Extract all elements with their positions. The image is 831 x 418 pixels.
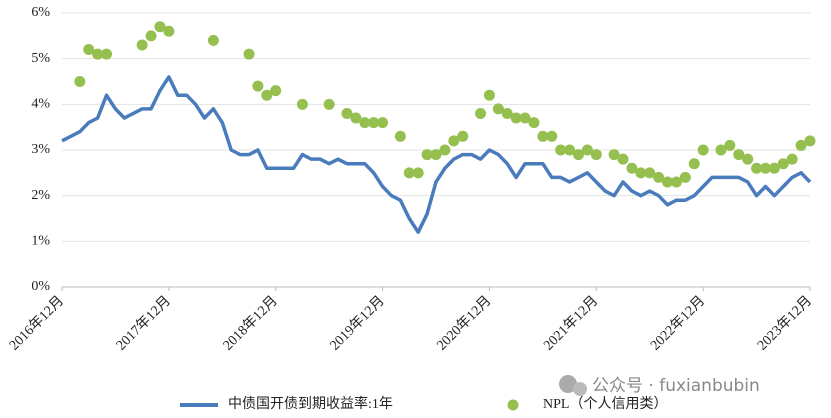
scatter-point xyxy=(653,171,665,183)
scatter-point xyxy=(715,144,727,156)
x-tick-label: 2016年12月 xyxy=(6,293,67,354)
scatter-point xyxy=(483,89,495,101)
y-tick-label: 6% xyxy=(31,5,50,20)
scatter-point xyxy=(439,144,451,156)
scatter-point xyxy=(163,25,175,37)
scatter-point xyxy=(403,167,415,179)
scatter-point xyxy=(751,162,763,174)
watermark: 公众号 · fuxianbubin xyxy=(592,376,760,396)
scatter-point xyxy=(341,107,353,119)
scatter-point xyxy=(377,117,389,129)
scatter-point xyxy=(448,135,460,147)
scatter-point xyxy=(501,107,513,119)
scatter-point xyxy=(270,85,282,97)
scatter-point xyxy=(572,149,584,161)
watermark-icon xyxy=(559,375,587,396)
scatter-point xyxy=(528,117,540,129)
scatter-point xyxy=(350,112,362,124)
scatter-point xyxy=(581,144,593,156)
scatter-point xyxy=(92,48,104,60)
scatter-point xyxy=(555,144,567,156)
scatter-point xyxy=(83,44,95,56)
scatter-point xyxy=(412,167,424,179)
x-tick-label: 2023年12月 xyxy=(754,293,815,354)
x-tick-label: 2018年12月 xyxy=(220,293,281,354)
scatter-point xyxy=(724,139,736,151)
y-tick-label: 5% xyxy=(31,51,50,66)
scatter-point xyxy=(492,103,504,115)
scatter-point xyxy=(662,176,674,188)
scatter-point xyxy=(457,130,469,142)
y-tick-label: 3% xyxy=(31,142,50,157)
scatter-point xyxy=(564,144,576,156)
scatter-point xyxy=(252,80,264,92)
scatter-point xyxy=(261,89,273,101)
scatter-point xyxy=(510,112,522,124)
scatter-point xyxy=(795,139,807,151)
scatter-point xyxy=(296,98,308,110)
scatter-point xyxy=(697,144,709,156)
scatter-point xyxy=(136,39,148,51)
scatter-point xyxy=(688,158,700,170)
scatter-point xyxy=(394,130,406,142)
legend-label: 中债国开债到期收益率:1年 xyxy=(228,395,393,412)
scatter-point xyxy=(207,34,219,46)
scatter-point xyxy=(617,153,629,165)
scatter-point xyxy=(644,167,656,179)
scatter-point xyxy=(590,149,602,161)
scatter-point xyxy=(679,171,691,183)
scatter-point xyxy=(243,48,255,60)
scatter-point xyxy=(608,149,620,161)
scatter-point xyxy=(519,112,531,124)
scatter-point xyxy=(359,117,371,129)
x-tick-label: 2017年12月 xyxy=(113,293,174,354)
scatter-point xyxy=(74,76,86,87)
x-tick-label: 2022年12月 xyxy=(647,293,708,354)
y-tick-label: 2% xyxy=(31,188,50,203)
scatter-point xyxy=(145,30,157,42)
scatter-point xyxy=(537,130,549,142)
scatter-point xyxy=(742,153,754,165)
legend-swatch xyxy=(507,399,519,411)
scatter-point xyxy=(670,176,682,188)
scatter-point xyxy=(421,149,433,161)
scatter-point xyxy=(768,162,780,174)
scatter-point xyxy=(101,48,113,60)
scatter-point xyxy=(430,149,442,161)
x-tick-label: 2020年12月 xyxy=(434,293,495,354)
x-tick-label: 2019年12月 xyxy=(327,293,388,354)
scatter-point xyxy=(804,135,816,147)
y-tick-label: 4% xyxy=(31,97,50,112)
scatter-point xyxy=(777,158,789,170)
x-tick-label: 2021年12月 xyxy=(541,293,602,354)
scatter-point xyxy=(323,98,335,110)
scatter-point xyxy=(786,153,798,165)
scatter-point xyxy=(635,167,647,179)
scatter-point xyxy=(154,21,166,33)
line-series xyxy=(61,75,812,234)
scatter-point xyxy=(546,130,558,142)
scatter-point xyxy=(733,149,745,161)
y-tick-label: 1% xyxy=(31,234,50,249)
scatter-point xyxy=(626,162,638,174)
scatter-point xyxy=(368,117,380,129)
legend-label: NPL（个人信用类） xyxy=(543,396,667,412)
y-tick-label: 0% xyxy=(31,279,50,294)
scatter-point xyxy=(475,107,487,119)
scatter-point xyxy=(759,162,771,174)
